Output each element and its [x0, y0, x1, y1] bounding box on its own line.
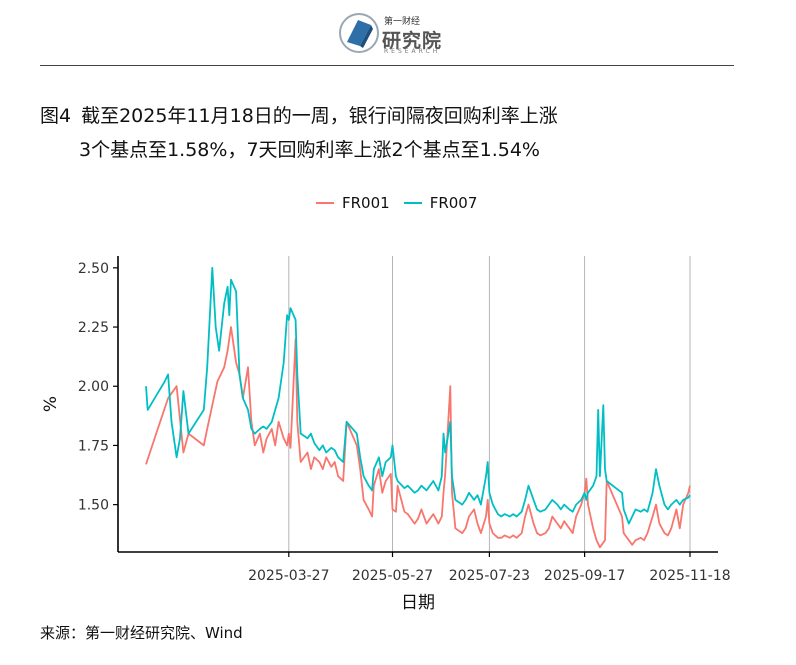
source-note: 来源：第一财经研究院、Wind	[40, 624, 243, 642]
y-tick-label-0: 1.50	[78, 498, 109, 514]
x-tick-label-2: 2025-07-23	[449, 568, 530, 584]
legend-item-fr001: FR001	[316, 194, 390, 212]
series-line-fr007	[145, 266, 691, 525]
series-line-fr001	[145, 326, 691, 549]
y-tick-label-4: 2.50	[78, 261, 109, 277]
logo-text-small: 第一财经	[384, 17, 421, 27]
x-tick-label-3: 2025-09-17	[544, 568, 625, 584]
x-tick-label-4: 2025-11-18	[649, 568, 730, 584]
y-tick-label-2: 2.00	[78, 379, 109, 395]
line-chart: 1.50 1.75 2.00 2.25 2.50 2025-03-27 2025-05-27…	[41, 256, 731, 613]
x-tick-label-0: 2025-03-27	[248, 568, 329, 584]
logo: 第一财经 研究院 RESEARCH	[338, 10, 458, 56]
logo-text-main: 研究院	[382, 30, 443, 52]
legend-item-fr007: FR007	[403, 194, 478, 212]
logo-icon	[339, 13, 379, 53]
figure-label: 图4	[40, 105, 72, 127]
y-axis-title: %	[41, 396, 61, 412]
logo-text-sub: RESEARCH	[384, 48, 441, 55]
legend-label-fr001: FR001	[342, 194, 390, 212]
legend: FR001 FR007	[316, 192, 491, 214]
x-tick-label-1: 2025-05-27	[352, 568, 433, 584]
legend-swatch-fr001	[316, 202, 334, 204]
x-axis-title: 日期	[401, 593, 435, 613]
title-text-1: 截至2025年11月18日的一周，银行间隔夜回购利率上涨	[81, 105, 558, 127]
chart-title-line2: 3个基点至1.58%，7天回购利率上涨2个基点至1.54%	[79, 139, 540, 161]
header-divider	[40, 65, 734, 66]
y-tick-label-3: 2.25	[78, 320, 109, 336]
chart-title-line1: 图4 截至2025年11月18日的一周，银行间隔夜回购利率上涨	[40, 101, 558, 128]
legend-swatch-fr007	[403, 202, 422, 204]
legend-label-fr007: FR007	[429, 194, 478, 212]
y-tick-label-1: 1.75	[78, 438, 109, 454]
